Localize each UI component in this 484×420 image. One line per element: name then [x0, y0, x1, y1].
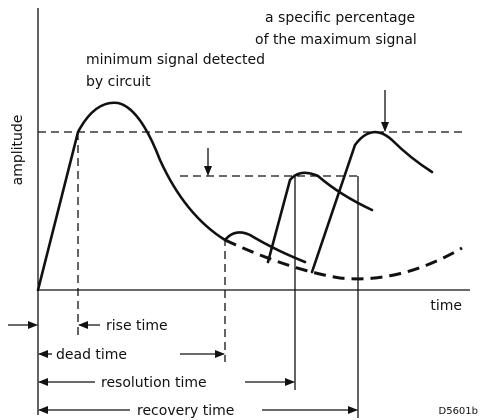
second-pulse — [266, 171, 374, 264]
annotation: minimum signal detected — [86, 52, 265, 68]
figure-id: D5601b — [439, 406, 479, 417]
x-axis-label: time — [430, 298, 462, 314]
small-pulse — [223, 231, 307, 264]
interval-label: resolution time — [101, 375, 207, 391]
baseline-recovery — [224, 238, 463, 281]
annotation: a specific percentage — [265, 10, 415, 26]
third-pulse — [310, 130, 434, 274]
interval-label: recovery time — [137, 403, 234, 419]
y-axis-label: amplitude — [10, 115, 26, 186]
main-pulse — [36, 101, 227, 292]
interval-label: rise time — [106, 318, 168, 334]
annotation: by circuit — [86, 74, 151, 90]
annotation: of the maximum signal — [255, 32, 417, 48]
interval-label: dead time — [56, 347, 127, 363]
